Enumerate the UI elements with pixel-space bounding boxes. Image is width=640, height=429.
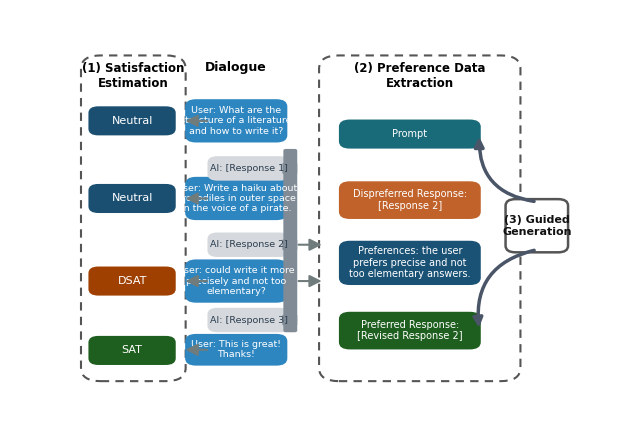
FancyBboxPatch shape xyxy=(88,184,176,213)
Text: Dispreferred Response:
[Response 2]: Dispreferred Response: [Response 2] xyxy=(353,189,467,211)
FancyBboxPatch shape xyxy=(282,315,297,325)
Text: User: Write a haiku about
crocodiles in outer space
in the voice of a pirate.: User: Write a haiku about crocodiles in … xyxy=(175,184,297,213)
Text: Dialogue: Dialogue xyxy=(205,61,267,75)
FancyBboxPatch shape xyxy=(88,106,176,136)
FancyBboxPatch shape xyxy=(185,177,287,220)
FancyBboxPatch shape xyxy=(185,260,287,303)
Text: (3) Guided
Generation: (3) Guided Generation xyxy=(502,215,572,236)
Text: User: What are the
structure of a literature
and how to write it?: User: What are the structure of a litera… xyxy=(180,106,292,136)
FancyBboxPatch shape xyxy=(207,308,290,332)
Text: DSAT: DSAT xyxy=(117,276,147,286)
Text: Neutral: Neutral xyxy=(111,193,153,203)
FancyBboxPatch shape xyxy=(207,156,290,181)
Text: (1) Satisfaction
Estimation: (1) Satisfaction Estimation xyxy=(82,62,184,90)
FancyBboxPatch shape xyxy=(185,334,287,366)
FancyBboxPatch shape xyxy=(284,149,297,332)
Text: User: This is great!
Thanks!: User: This is great! Thanks! xyxy=(191,340,281,360)
Text: (2) Preference Data
Extraction: (2) Preference Data Extraction xyxy=(354,62,486,90)
Text: User: could write it more
precisely and not too
elementary?: User: could write it more precisely and … xyxy=(177,266,295,296)
FancyBboxPatch shape xyxy=(185,99,287,142)
FancyBboxPatch shape xyxy=(506,199,568,252)
FancyBboxPatch shape xyxy=(88,336,176,365)
Text: SAT: SAT xyxy=(122,345,143,356)
FancyBboxPatch shape xyxy=(282,239,297,250)
FancyBboxPatch shape xyxy=(207,233,290,257)
FancyBboxPatch shape xyxy=(339,241,481,285)
Text: AI: [Response 2]: AI: [Response 2] xyxy=(210,240,287,249)
Text: AI: [Response 3]: AI: [Response 3] xyxy=(210,316,287,324)
Text: Neutral: Neutral xyxy=(111,116,153,126)
FancyBboxPatch shape xyxy=(282,163,297,174)
FancyBboxPatch shape xyxy=(88,266,176,296)
FancyBboxPatch shape xyxy=(339,120,481,148)
Text: AI: [Response 1]: AI: [Response 1] xyxy=(210,164,287,173)
FancyBboxPatch shape xyxy=(339,312,481,350)
FancyBboxPatch shape xyxy=(339,181,481,219)
Text: Prompt: Prompt xyxy=(392,129,428,139)
Text: Preferences: the user
prefers precise and not
too elementary answers.: Preferences: the user prefers precise an… xyxy=(349,246,470,279)
Text: Preferred Response:
[Revised Response 2]: Preferred Response: [Revised Response 2] xyxy=(357,320,463,341)
